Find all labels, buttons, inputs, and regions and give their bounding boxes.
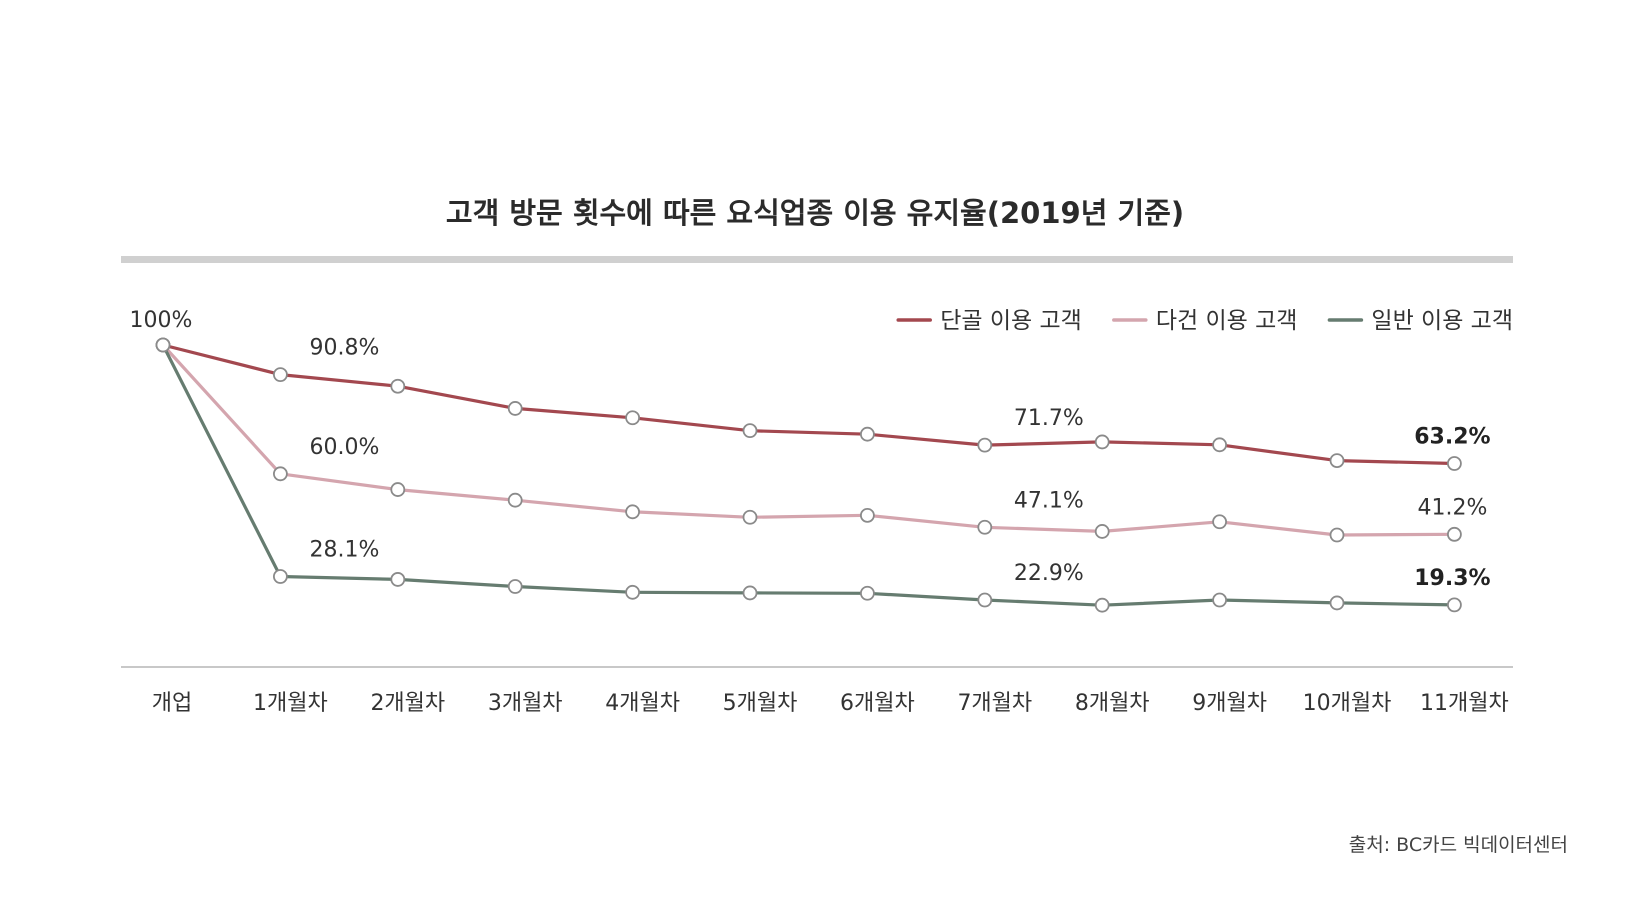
x-tick-label: 개업 xyxy=(152,691,192,716)
x-tick-label: 1개월차 xyxy=(253,691,328,716)
x-tick-label: 7개월차 xyxy=(957,691,1032,716)
x-tick-label: 2개월차 xyxy=(370,691,445,716)
legend-label: 일반 이용 고객 xyxy=(1371,308,1513,334)
data-point xyxy=(860,507,875,523)
data-point xyxy=(390,378,406,394)
data-point xyxy=(272,367,288,383)
data-point xyxy=(625,584,640,600)
data-label: 28.1% xyxy=(309,538,379,563)
data-label: 22.9% xyxy=(1014,561,1084,586)
series-line-2 xyxy=(161,343,1456,607)
data-point xyxy=(272,569,288,584)
x-tick-label: 6개월차 xyxy=(840,691,915,716)
data-label: 47.1% xyxy=(1014,488,1084,513)
data-point xyxy=(507,579,523,594)
data-point xyxy=(1447,526,1462,542)
source-note: 출처: BC카드 빅데이터센터 xyxy=(1349,834,1568,856)
data-point xyxy=(272,466,288,482)
data-point xyxy=(1094,524,1110,539)
data-point xyxy=(507,492,523,508)
series-line-1 xyxy=(161,343,1456,537)
x-tick-label: 8개월차 xyxy=(1075,691,1150,716)
x-tick-label: 11개월차 xyxy=(1420,691,1509,716)
data-point xyxy=(1329,527,1345,543)
data-label: 60.0% xyxy=(309,435,379,460)
x-tick-label: 10개월차 xyxy=(1303,691,1392,716)
data-point xyxy=(1329,595,1345,611)
data-point xyxy=(1094,434,1110,450)
data-point xyxy=(1212,437,1227,453)
legend-label: 다건 이용 고객 xyxy=(1156,308,1298,334)
data-point xyxy=(390,572,406,587)
data-point xyxy=(1447,597,1462,613)
data-point xyxy=(977,592,993,608)
data-label: 90.8% xyxy=(309,336,379,361)
data-labels: 100% 90.8% 71.7% 63.2% 60.0% 47.1% 41.2% 28.1% 2… xyxy=(130,308,1491,591)
x-tick-label: 5개월차 xyxy=(723,691,798,716)
data-label: 19.3% xyxy=(1414,566,1490,591)
x-tick-label: 4개월차 xyxy=(605,691,680,716)
data-label: 63.2% xyxy=(1414,424,1490,449)
data-label: 71.7% xyxy=(1014,406,1084,431)
data-label: 100% xyxy=(130,308,193,333)
chart-title: 고객 방문 횟수에 따른 요식업종 이용 유지율(2019년 기준) xyxy=(446,196,1184,230)
data-label: 41.2% xyxy=(1417,495,1487,520)
data-point xyxy=(742,585,758,601)
data-point xyxy=(507,401,523,416)
data-point xyxy=(625,504,640,520)
title-underline-bar xyxy=(121,256,1513,263)
series-line-0 xyxy=(161,343,1456,466)
x-tick-label: 3개월차 xyxy=(488,691,563,716)
data-point xyxy=(1094,597,1110,613)
series-lines xyxy=(161,343,1456,607)
data-point xyxy=(977,519,993,535)
data-point xyxy=(742,509,758,525)
x-tick-label: 9개월차 xyxy=(1192,691,1267,716)
legend: 단골 이용 고객 다건 이용 고객 일반 이용 고객 xyxy=(896,308,1513,334)
data-point xyxy=(1329,453,1345,468)
data-point xyxy=(155,337,171,353)
data-point xyxy=(1212,514,1227,530)
legend-label: 단골 이용 고객 xyxy=(940,308,1082,334)
data-point xyxy=(977,437,993,453)
data-point xyxy=(860,426,875,442)
x-tick-labels: 개업 1개월차 2개월차 3개월차 4개월차 5개월차 6개월차 7개월차 8개월차 9개월차 10… xyxy=(152,691,1509,716)
data-point xyxy=(390,482,406,497)
data-point xyxy=(860,585,875,601)
series-points xyxy=(155,337,1462,613)
data-point xyxy=(625,410,640,426)
data-point xyxy=(1212,592,1227,608)
data-point xyxy=(742,423,758,439)
data-point xyxy=(1447,456,1462,471)
